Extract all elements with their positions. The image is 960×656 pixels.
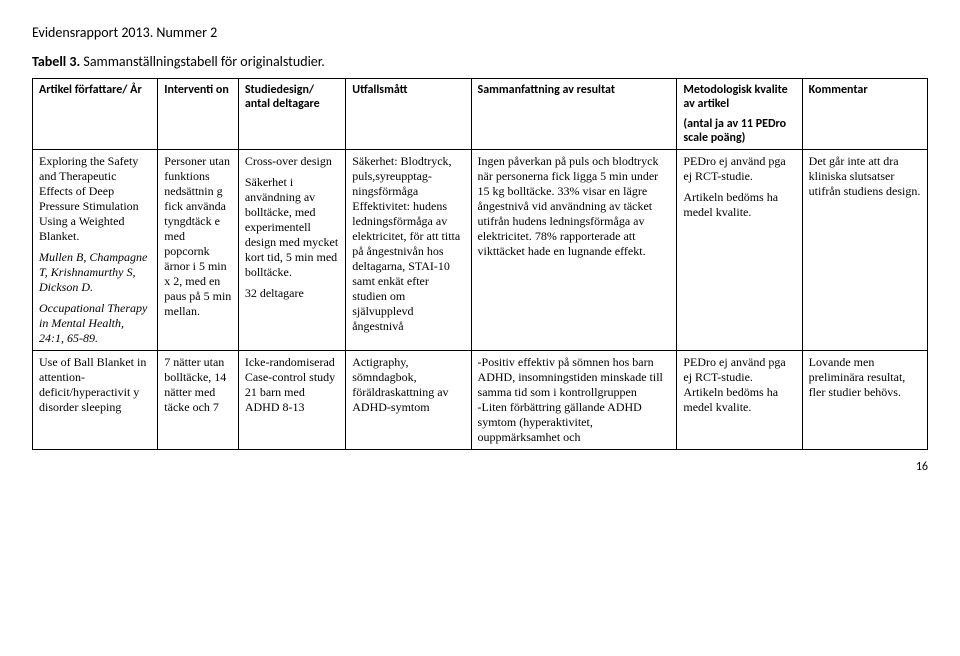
col-quality: Metodologisk kvalite av artikel (antal j… xyxy=(677,79,802,150)
table-row: Exploring the Safety and Therapeutic Eff… xyxy=(33,150,928,351)
col-quality-line1: Metodologisk kvalite av artikel xyxy=(683,83,795,111)
cell-outcome: Actigraphy, sömndagbok, föräldraskattnin… xyxy=(346,351,471,450)
cell-comment: Det går inte att dra kliniska slutsatser… xyxy=(802,150,927,351)
author-journal: Occupational Therapy in Mental Health, 2… xyxy=(39,301,151,346)
cell-design: Cross-over design Säkerhet i användning … xyxy=(238,150,345,351)
cell-comment: Lovande men preliminära resultat, fler s… xyxy=(802,351,927,450)
cell-summary: -Positiv effektiv på sömnen hos barn ADH… xyxy=(471,351,677,450)
col-intervention: Interventi on xyxy=(158,79,239,150)
quality-pedro: PEDro ej använd pga ej RCT-studie. xyxy=(683,355,795,385)
document-header: Evidensrapport 2013. Nummer 2 xyxy=(32,24,928,41)
quality-assessment: Artikeln bedöms ha medel kvalite. xyxy=(683,190,795,220)
cell-design: Icke-randomiserad Case-control study 21 … xyxy=(238,351,345,450)
cell-summary: Ingen påverkan på puls och blodtryck när… xyxy=(471,150,677,351)
cell-outcome: Säkerhet: Blodtryck, puls,syreupptag-nin… xyxy=(346,150,471,351)
caption-label: Tabell 3. xyxy=(32,53,80,70)
col-outcome: Utfallsmått xyxy=(346,79,471,150)
table-caption: Tabell 3. Sammanställningstabell för ori… xyxy=(32,53,928,70)
col-author: Artikel författare/ År xyxy=(33,79,158,150)
table-row: Use of Ball Blanket in attention-deficit… xyxy=(33,351,928,450)
table-header-row: Artikel författare/ År Interventi on Stu… xyxy=(33,79,928,150)
design-desc: Säkerhet i användning av bolltäcke, med … xyxy=(245,175,339,280)
summary-line2: -Liten förbättring gällande ADHD symtom … xyxy=(478,400,671,445)
cell-quality: PEDro ej använd pga ej RCT-studie. Artik… xyxy=(677,150,802,351)
design-type: Cross-over design xyxy=(245,154,339,169)
col-quality-line2: (antal ja av 11 PEDro scale poäng) xyxy=(683,117,795,145)
col-design: Studiedesign/ antal deltagare xyxy=(238,79,345,150)
quality-pedro: PEDro ej använd pga ej RCT-studie. xyxy=(683,154,795,184)
cell-intervention: Personer utan funktions nedsättnin g fic… xyxy=(158,150,239,351)
cell-author: Use of Ball Blanket in attention-deficit… xyxy=(33,351,158,450)
cell-author: Exploring the Safety and Therapeutic Eff… xyxy=(33,150,158,351)
summary-line1: -Positiv effektiv på sömnen hos barn ADH… xyxy=(478,355,671,400)
col-comment: Kommentar xyxy=(802,79,927,150)
cell-intervention: 7 nätter utan bolltäcke, 14 nätter med t… xyxy=(158,351,239,450)
studies-table: Artikel författare/ År Interventi on Stu… xyxy=(32,78,928,450)
author-names: Mullen B, Champagne T, Krishnamurthy S, … xyxy=(39,250,151,295)
page-number: 16 xyxy=(32,460,928,474)
quality-assessment: Artikeln bedöms ha medel kvalite. xyxy=(683,385,795,415)
col-summary: Sammanfattning av resultat xyxy=(471,79,677,150)
design-participants: 32 deltagare xyxy=(245,286,339,301)
cell-quality: PEDro ej använd pga ej RCT-studie. Artik… xyxy=(677,351,802,450)
author-title: Exploring the Safety and Therapeutic Eff… xyxy=(39,154,151,244)
caption-text: Sammanställningstabell för originalstudi… xyxy=(80,53,325,70)
